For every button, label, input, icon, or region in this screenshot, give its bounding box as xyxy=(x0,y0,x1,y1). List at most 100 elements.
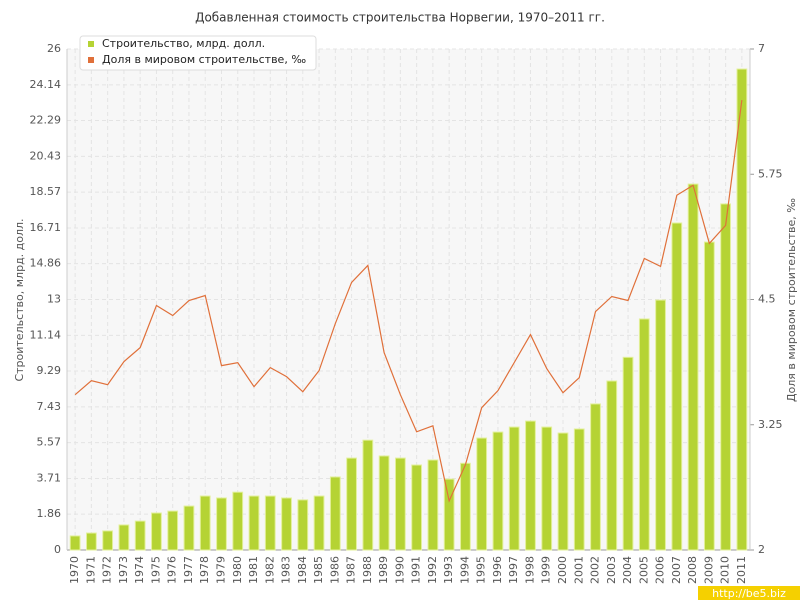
x-tick-label: 1999 xyxy=(540,556,553,584)
y-tick-label: 11.14 xyxy=(30,328,62,341)
bar xyxy=(557,432,569,551)
bar xyxy=(313,495,325,551)
x-tick-label: 1992 xyxy=(426,556,439,584)
bar xyxy=(362,439,374,551)
y-tick-label: 26 xyxy=(47,42,61,55)
x-tick-label: 1973 xyxy=(117,556,130,584)
y-tick-label: 14.86 xyxy=(30,257,62,270)
x-tick-label: 1994 xyxy=(458,556,471,584)
bar xyxy=(443,478,455,551)
line xyxy=(74,100,743,503)
x-tick-label: 1990 xyxy=(393,556,406,584)
x-tick-label: 1989 xyxy=(377,556,390,584)
bar xyxy=(606,380,618,551)
bar xyxy=(573,428,585,551)
bar xyxy=(167,510,179,551)
y-tick-label: 3.71 xyxy=(37,472,62,485)
x-tick-label: 1985 xyxy=(312,556,325,584)
x-tick-label: 1983 xyxy=(280,556,293,584)
x-tick-label: 1993 xyxy=(442,556,455,584)
y-tick-label: 1.86 xyxy=(37,507,62,520)
x-tick-label: 1971 xyxy=(84,556,97,584)
bar xyxy=(199,495,211,551)
bar xyxy=(378,455,390,551)
bar xyxy=(264,495,276,551)
y-tick-label: 20.43 xyxy=(30,149,62,162)
bar xyxy=(216,497,227,551)
bar xyxy=(671,222,683,551)
x-tick-label: 1981 xyxy=(247,556,260,584)
y-tick-label: 13 xyxy=(47,293,61,306)
bar xyxy=(638,318,650,551)
x-tick-label: 1970 xyxy=(68,556,81,584)
bar xyxy=(151,512,162,551)
x-tick-label: 2009 xyxy=(702,556,715,584)
x-tick-label: 1988 xyxy=(361,556,374,584)
x-tick-label: 1975 xyxy=(149,556,162,584)
chart-title: Добавленная стоимость строительства Норв… xyxy=(195,11,605,25)
bar xyxy=(248,495,260,551)
x-tick-label: 1978 xyxy=(198,556,211,584)
bar xyxy=(329,476,341,551)
bar xyxy=(687,183,699,551)
x-tick-label: 1974 xyxy=(133,556,146,584)
watermark-bg xyxy=(698,586,800,600)
bar xyxy=(281,497,292,551)
bar xyxy=(427,459,439,551)
x-tick-label: 1986 xyxy=(328,556,341,584)
x-tick-label: 1984 xyxy=(296,556,309,584)
bar xyxy=(411,464,423,551)
x-tick-label: 2002 xyxy=(589,556,602,584)
y2-tick-label: 5.75 xyxy=(758,167,783,180)
bar xyxy=(525,420,536,551)
x-tick-label: 1980 xyxy=(231,556,244,584)
bar xyxy=(394,457,406,551)
x-tick-label: 1996 xyxy=(491,556,504,584)
legend-label: Строительство, млрд. долл. xyxy=(102,37,265,50)
bar xyxy=(460,462,471,551)
bar xyxy=(102,530,114,551)
y-tick-label: 9.29 xyxy=(37,364,62,377)
bar xyxy=(232,491,244,551)
bar xyxy=(69,535,81,551)
x-tick-label: 2007 xyxy=(670,556,683,584)
x-tick-label: 1998 xyxy=(523,556,536,584)
y-tick-label: 18.57 xyxy=(30,185,62,198)
watermark: http://be5.biz xyxy=(712,587,786,600)
bar xyxy=(297,499,309,551)
y-axis-label: Строительство, млрд. долл. xyxy=(13,218,26,381)
x-tick-label: 1982 xyxy=(263,556,276,584)
bar xyxy=(655,299,666,551)
x-tick-label: 2004 xyxy=(621,556,634,584)
bar xyxy=(720,203,731,551)
bar xyxy=(590,403,601,551)
x-tick-label: 1991 xyxy=(410,556,423,584)
bar xyxy=(622,356,634,551)
bar xyxy=(183,505,195,551)
legend-box xyxy=(79,35,317,71)
x-tick-label: 1977 xyxy=(182,556,195,584)
bar xyxy=(346,457,357,551)
legend: Строительство, млрд. долл. Доля в мировом… xyxy=(79,35,317,71)
x-tick-label: 2005 xyxy=(637,556,650,584)
bar xyxy=(86,532,97,551)
y2-axis-label: Доля в мировом строительстве, ‰ xyxy=(785,198,798,402)
x-tick-label: 1987 xyxy=(345,556,358,584)
bar xyxy=(736,68,748,551)
bar xyxy=(476,437,488,551)
x-tick-label: 1979 xyxy=(214,556,227,584)
x-tick-label: 2008 xyxy=(686,556,699,584)
x-tick-label: 2011 xyxy=(735,556,748,584)
y2-tick-label: 2 xyxy=(758,543,765,556)
bar xyxy=(134,520,146,551)
x-tick-label: 2001 xyxy=(572,556,585,584)
y-tick-label: 24.14 xyxy=(30,78,62,91)
bar xyxy=(541,426,553,551)
y2-tick-label: 4.5 xyxy=(758,293,776,306)
y-tick-label: 5.57 xyxy=(37,436,62,449)
legend-swatch xyxy=(88,41,94,47)
bar xyxy=(118,524,130,551)
bar xyxy=(492,431,504,551)
bar xyxy=(508,426,520,551)
